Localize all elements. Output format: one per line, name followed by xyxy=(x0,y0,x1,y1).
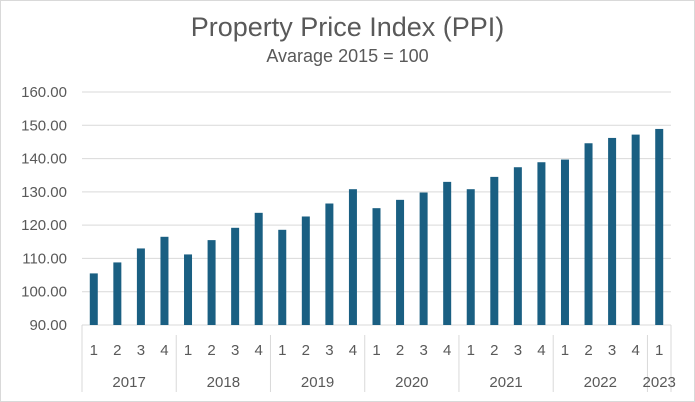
bar xyxy=(348,189,357,325)
year-label: 2017 xyxy=(112,374,145,391)
quarter-label: 2 xyxy=(490,342,498,359)
bar xyxy=(160,236,169,325)
y-tick-label: 90.00 xyxy=(29,317,67,334)
quarter-label: 1 xyxy=(372,342,380,359)
y-tick-label: 130.00 xyxy=(21,184,67,201)
y-tick-label: 110.00 xyxy=(22,250,67,267)
bar xyxy=(278,229,287,325)
chart-subtitle: Avarage 2015 = 100 xyxy=(266,46,429,66)
quarter-label: 2 xyxy=(113,342,121,359)
y-tick-label: 120.00 xyxy=(21,217,67,234)
chart-title: Property Price Index (PPI) xyxy=(190,12,505,42)
quarter-label: 4 xyxy=(443,342,451,359)
year-label: 2020 xyxy=(395,374,428,391)
quarter-label: 2 xyxy=(584,342,592,359)
bar xyxy=(184,254,193,325)
quarter-label: 3 xyxy=(419,342,427,359)
year-label: 2022 xyxy=(584,374,617,391)
quarter-label: 1 xyxy=(90,342,98,359)
bar xyxy=(254,212,263,325)
bar xyxy=(325,203,334,325)
quarter-label: 4 xyxy=(255,342,263,359)
quarter-label: 2 xyxy=(207,342,215,359)
quarter-label: 3 xyxy=(231,342,239,359)
quarter-label: 2 xyxy=(302,342,310,359)
bar xyxy=(631,134,640,325)
bar xyxy=(513,167,522,325)
quarter-label: 4 xyxy=(349,342,357,359)
bar xyxy=(466,189,475,325)
quarter-label: 4 xyxy=(537,342,545,359)
bar xyxy=(207,240,216,325)
quarter-label: 3 xyxy=(514,342,522,359)
bar xyxy=(231,227,240,325)
y-tick-label: 100.00 xyxy=(21,284,67,301)
bar xyxy=(396,199,405,325)
quarter-label: 1 xyxy=(561,342,569,359)
bar xyxy=(584,143,593,325)
quarter-label: 3 xyxy=(608,342,616,359)
year-label: 2018 xyxy=(207,374,240,391)
year-label: 2019 xyxy=(301,374,334,391)
bar xyxy=(419,192,428,325)
bar xyxy=(537,162,546,325)
quarter-label: 3 xyxy=(137,342,145,359)
bar xyxy=(113,262,122,325)
y-tick-label: 160.00 xyxy=(21,84,67,101)
bar xyxy=(136,248,145,325)
quarter-label: 4 xyxy=(631,342,639,359)
bar xyxy=(89,273,98,325)
quarter-label: 1 xyxy=(184,342,192,359)
bar xyxy=(608,137,617,325)
bar xyxy=(301,216,310,325)
y-tick-label: 150.00 xyxy=(21,117,67,134)
year-label: 2021 xyxy=(489,374,522,391)
quarter-label: 1 xyxy=(467,342,475,359)
quarter-label: 3 xyxy=(325,342,333,359)
quarter-label: 4 xyxy=(160,342,168,359)
quarter-label: 2 xyxy=(396,342,404,359)
bar xyxy=(490,176,499,325)
quarter-label: 1 xyxy=(278,342,286,359)
year-label: 2023 xyxy=(643,374,676,391)
bar xyxy=(372,208,381,325)
bar xyxy=(560,159,569,325)
quarter-label: 1 xyxy=(655,342,663,359)
y-tick-label: 140.00 xyxy=(21,151,67,168)
bar xyxy=(443,181,452,325)
bar xyxy=(655,128,664,325)
